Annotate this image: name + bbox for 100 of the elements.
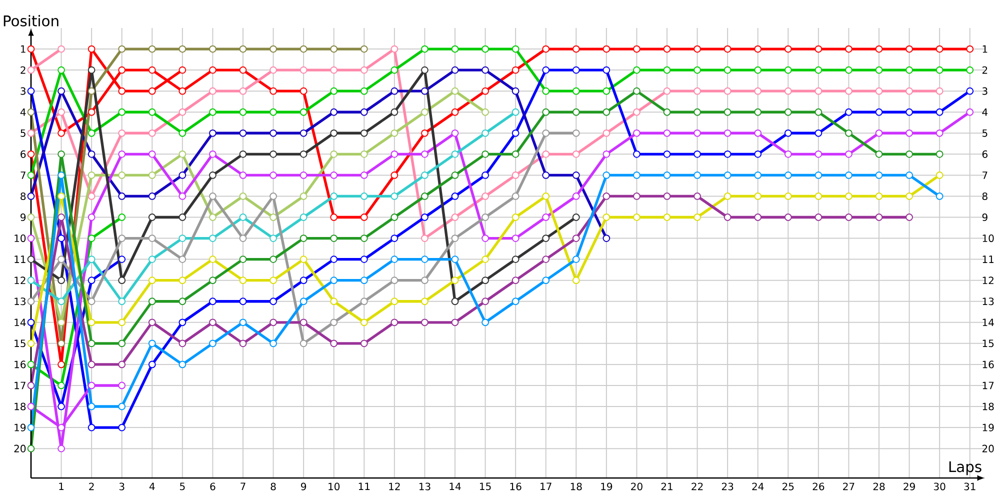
point: [300, 340, 308, 348]
x-tick-label: 7: [240, 482, 246, 490]
point: [724, 129, 732, 137]
point: [724, 171, 732, 179]
y-tick-label: 10: [14, 234, 26, 242]
point: [239, 150, 247, 158]
point: [694, 214, 701, 221]
point: [88, 340, 96, 348]
x-tick-label: 23: [722, 482, 734, 490]
point: [27, 45, 35, 53]
point: [178, 298, 186, 306]
point: [239, 171, 247, 179]
point: [27, 66, 35, 74]
point: [875, 171, 883, 179]
point: [542, 129, 550, 137]
point: [572, 108, 580, 116]
point: [875, 108, 883, 116]
point: [936, 87, 944, 95]
point: [330, 171, 338, 179]
y2-tick-label: 8: [982, 192, 988, 200]
point: [390, 276, 398, 284]
point: [906, 129, 913, 137]
x-tick-label: 15: [480, 482, 491, 490]
point: [421, 276, 428, 284]
point: [482, 108, 489, 116]
point: [300, 276, 308, 284]
y-tick-label: 9: [20, 213, 26, 222]
point: [602, 108, 610, 116]
point: [906, 192, 913, 200]
point: [906, 150, 913, 158]
point: [209, 87, 216, 95]
point: [602, 150, 610, 158]
point: [270, 45, 277, 53]
point: [58, 318, 65, 326]
point: [602, 45, 610, 53]
x-tick-label: 10: [328, 482, 340, 490]
point: [421, 214, 428, 221]
point: [27, 108, 35, 116]
point: [784, 66, 792, 74]
point: [270, 171, 277, 179]
point: [724, 214, 732, 221]
x-tick-label: 29: [904, 482, 915, 490]
point: [118, 108, 126, 116]
y-tick-label: 19: [14, 424, 26, 432]
point: [27, 444, 35, 452]
point: [936, 108, 944, 116]
point: [663, 192, 671, 200]
point: [754, 129, 762, 137]
point: [572, 276, 580, 284]
point: [482, 298, 489, 306]
point: [178, 340, 186, 348]
point: [421, 318, 428, 326]
x-tick-label: 19: [601, 482, 612, 490]
y2-tick-label: 10: [982, 234, 994, 242]
point: [482, 276, 489, 284]
point: [300, 298, 308, 306]
point: [512, 129, 520, 137]
y2-tick-label: 4: [982, 108, 988, 116]
point: [482, 87, 489, 95]
point: [239, 276, 247, 284]
point: [148, 234, 156, 242]
point: [360, 150, 368, 158]
point: [936, 192, 944, 200]
point: [330, 298, 338, 306]
point: [88, 234, 96, 242]
point: [936, 129, 944, 137]
x-tick-label: 20: [631, 482, 642, 490]
point: [360, 192, 368, 200]
point: [421, 66, 428, 74]
point: [845, 87, 852, 95]
point: [88, 150, 96, 158]
point: [360, 298, 368, 306]
point: [330, 108, 338, 116]
x-tick-label: 28: [873, 482, 885, 490]
point: [663, 129, 671, 137]
point: [178, 234, 186, 242]
point: [724, 108, 732, 116]
y-tick-label: 18: [14, 402, 26, 410]
point: [512, 298, 520, 306]
point: [694, 192, 701, 200]
point: [148, 340, 156, 348]
point: [58, 276, 65, 284]
point: [178, 129, 186, 137]
point: [451, 108, 459, 116]
point: [966, 87, 974, 95]
point: [451, 214, 459, 221]
point: [814, 214, 822, 221]
point: [88, 66, 96, 74]
point: [88, 424, 96, 432]
point: [814, 66, 822, 74]
point: [875, 214, 883, 221]
point: [360, 66, 368, 74]
point: [118, 150, 126, 158]
point: [178, 276, 186, 284]
point: [663, 108, 671, 116]
point: [572, 192, 580, 200]
point: [390, 214, 398, 221]
y2-tick-label: 7: [982, 172, 988, 179]
x-tick-label: 21: [661, 482, 672, 490]
point: [270, 192, 277, 200]
